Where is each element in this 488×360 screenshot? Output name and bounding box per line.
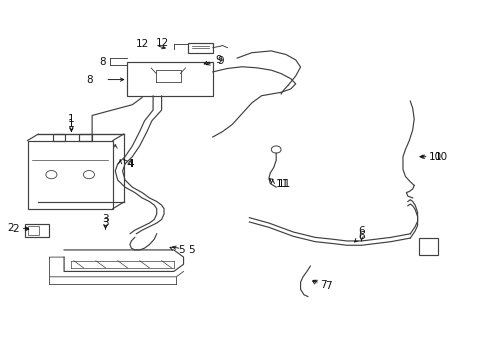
Text: 1: 1: [68, 114, 75, 125]
Text: 9: 9: [217, 56, 224, 66]
Text: 9: 9: [215, 55, 222, 65]
Text: 2: 2: [8, 224, 14, 233]
Bar: [28, 226, 39, 235]
Text: 4: 4: [127, 159, 134, 169]
Text: 10: 10: [434, 152, 447, 162]
Text: 5: 5: [188, 245, 195, 255]
Bar: [25, 224, 49, 237]
Bar: [188, 42, 212, 53]
Text: 11: 11: [276, 179, 289, 189]
Text: 7: 7: [325, 281, 331, 291]
Text: 1: 1: [68, 120, 75, 129]
Text: 8: 8: [99, 57, 105, 67]
Text: 8: 8: [86, 75, 93, 85]
Text: 4: 4: [126, 159, 133, 169]
Bar: [27, 140, 113, 209]
Bar: [127, 62, 212, 96]
Bar: [79, 134, 92, 140]
Text: 10: 10: [428, 152, 441, 162]
Text: 5: 5: [178, 245, 185, 255]
Text: 2: 2: [13, 224, 19, 234]
Text: 7: 7: [320, 280, 326, 290]
Bar: [418, 238, 437, 255]
Bar: [53, 134, 65, 140]
Text: 6: 6: [358, 226, 364, 236]
Text: 6: 6: [358, 231, 364, 240]
Text: 11: 11: [277, 179, 290, 189]
Text: 3: 3: [102, 218, 109, 228]
Text: 3: 3: [102, 214, 109, 224]
Text: 12: 12: [136, 39, 149, 49]
Text: 12: 12: [155, 38, 168, 48]
